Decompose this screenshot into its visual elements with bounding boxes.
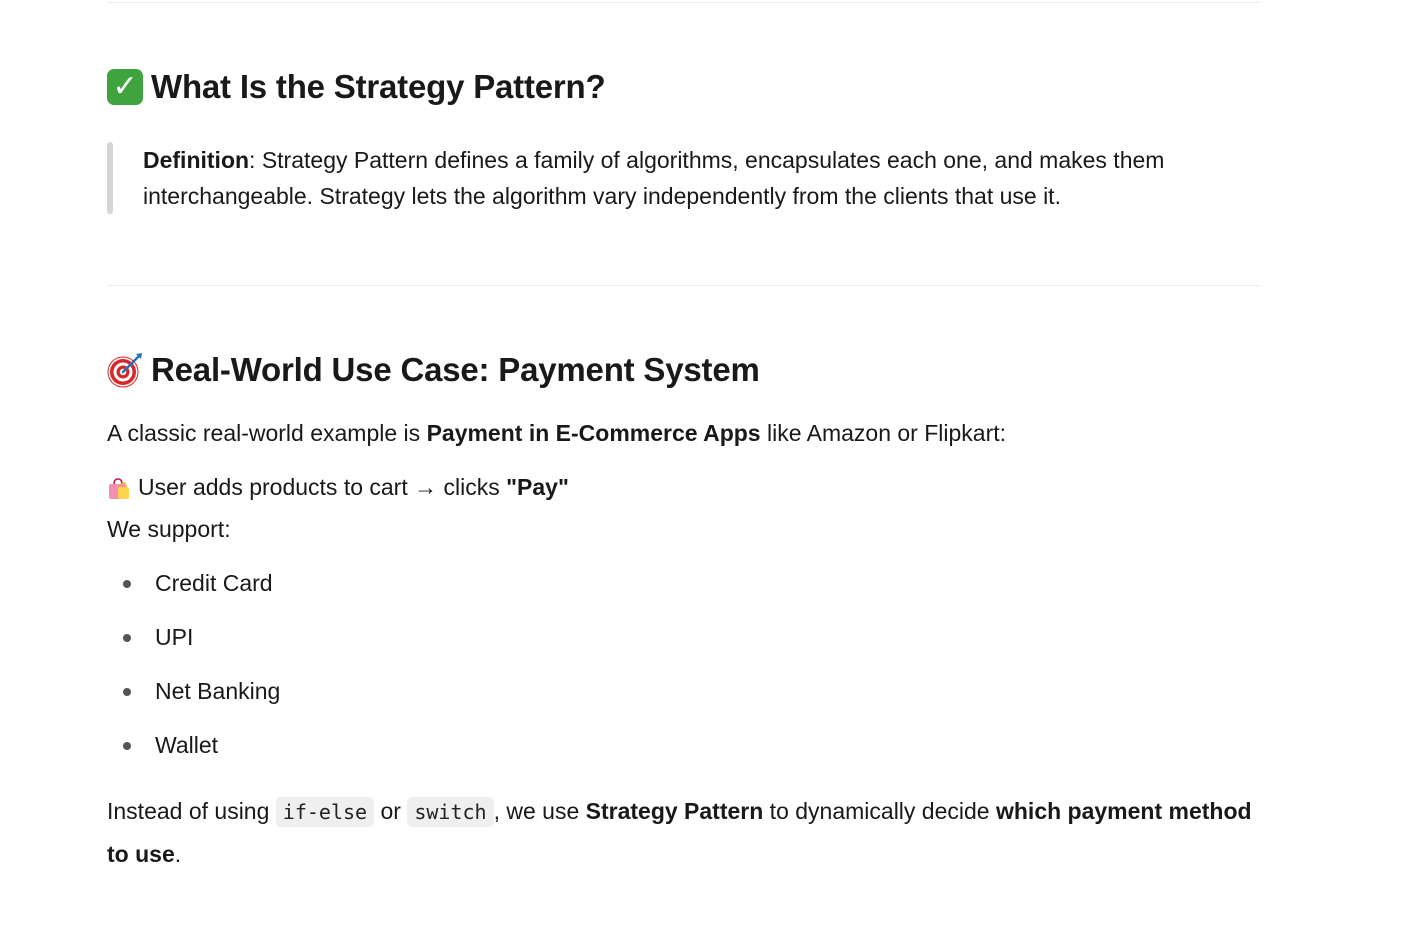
heading-strategy-pattern: ✓ What Is the Strategy Pattern? — [107, 67, 606, 107]
list-item-text: Credit Card — [155, 570, 273, 596]
intro-paragraph: A classic real-world example is Payment … — [107, 415, 1006, 451]
closing-text-2: or — [374, 798, 408, 824]
list-item-text: UPI — [155, 624, 194, 650]
intro-bold: Payment in E-Commerce Apps — [426, 420, 761, 446]
bullet — [123, 634, 131, 642]
shopping-bags-icon — [107, 475, 131, 499]
intro-prefix: A classic real-world example is — [107, 420, 427, 446]
divider-top — [107, 2, 1260, 3]
closing-text-4: to dynamically decide — [763, 798, 996, 824]
list-item-text: Wallet — [155, 732, 219, 758]
definition-text: Definition: Strategy Pattern defines a f… — [143, 142, 1253, 214]
divider-middle — [107, 285, 1260, 286]
code-if-else: if-else — [275, 797, 375, 827]
user-action-line: User adds products to cart → clicks "Pay… — [107, 469, 569, 505]
closing-text-1: Instead of using — [107, 798, 276, 824]
support-line: We support: — [107, 516, 231, 542]
definition-blockquote: Definition: Strategy Pattern defines a f… — [107, 142, 1260, 214]
bullet — [123, 688, 131, 696]
heading-text: What Is the Strategy Pattern? — [151, 68, 606, 105]
definition-body: : Strategy Pattern defines a family of a… — [143, 147, 1165, 209]
intro-suffix: like Amazon or Flipkart: — [760, 420, 1007, 446]
code-switch: switch — [407, 797, 494, 827]
direct-hit-target-icon — [107, 352, 143, 388]
definition-label: Definition — [143, 147, 250, 173]
bullet — [123, 580, 131, 588]
closing-text-5: . — [174, 841, 182, 867]
heading-bold: Payment System — [498, 351, 760, 388]
closing-bold-method: which payment method to use — [107, 798, 1252, 867]
closing-paragraph: Instead of using if-else or switch, we u… — [107, 790, 1260, 875]
closing-text-3: , we use — [493, 798, 586, 824]
blockquote-bar — [107, 142, 113, 214]
list-item-text: Net Banking — [155, 678, 281, 704]
heading-prefix: Real-World Use Case: — [151, 351, 499, 388]
pay-label: "Pay" — [506, 474, 569, 500]
closing-bold-strategy: Strategy Pattern — [585, 798, 764, 824]
heading-use-case: Real-World Use Case: Payment System — [107, 350, 760, 390]
bullet — [123, 742, 131, 750]
user-action-text: User adds products to cart → clicks — [138, 474, 507, 500]
check-mark-button-icon: ✓ — [107, 69, 143, 105]
